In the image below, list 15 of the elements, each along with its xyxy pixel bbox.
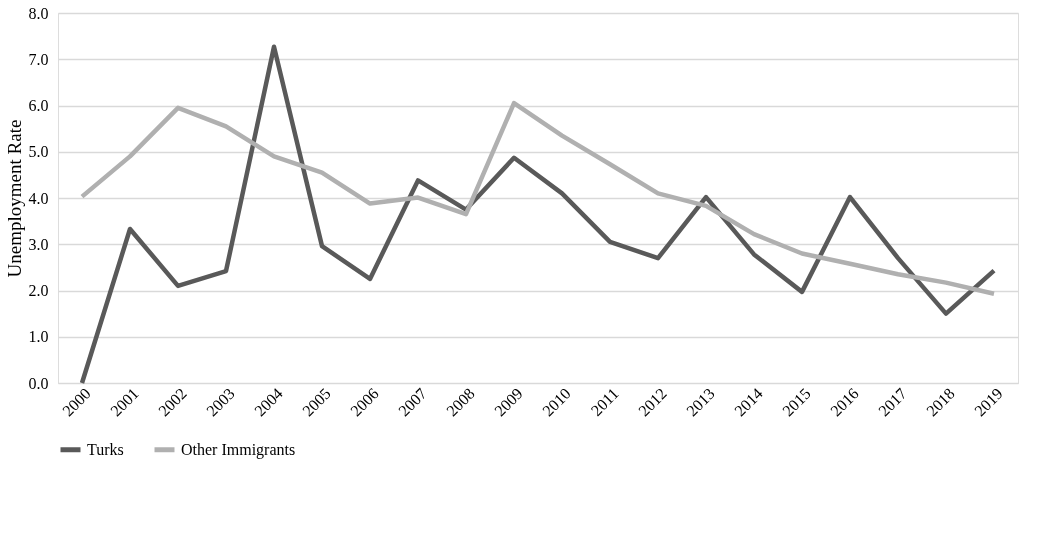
y-tick-label: 0.0 <box>28 374 49 392</box>
y-tick-label: 5.0 <box>28 143 49 161</box>
y-tick-label: 3.0 <box>28 235 49 253</box>
x-tick-label: 2011 <box>587 384 622 420</box>
y-tick-label: 1.0 <box>28 328 49 346</box>
line-series <box>79 44 997 386</box>
y-tick-label: 8.0 <box>28 4 49 22</box>
y-axis-title: Unemployment Rate <box>3 119 25 278</box>
line-series <box>79 100 997 296</box>
y-tick-label: 6.0 <box>28 97 49 114</box>
y-tick-label: 4.0 <box>28 189 49 207</box>
legend-label: Turks <box>87 440 124 458</box>
y-tick-label: 2.0 <box>28 282 49 299</box>
y-tick-label: 7.0 <box>28 50 49 68</box>
legend-label: Other Immigrants <box>181 440 296 459</box>
